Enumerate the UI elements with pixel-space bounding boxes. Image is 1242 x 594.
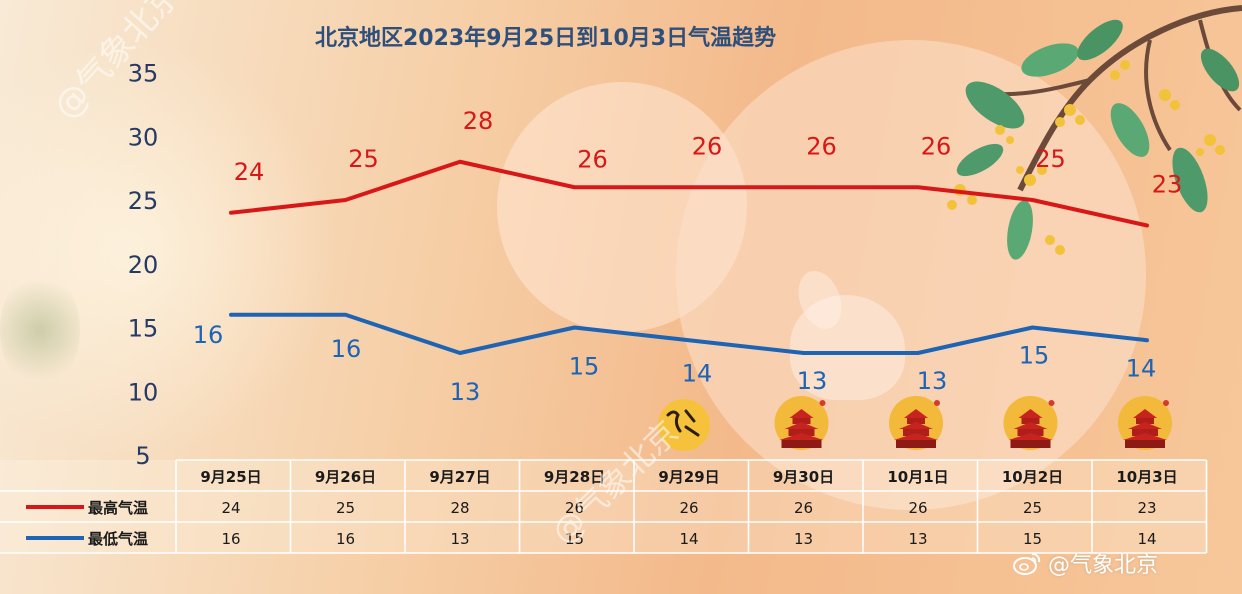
- table-cell-value: 25: [1023, 499, 1042, 517]
- y-tick-label: 5: [135, 442, 150, 470]
- y-tick-label: 15: [128, 315, 159, 343]
- table-header-date: 10月1日: [887, 468, 948, 486]
- high-temperature-label: 25: [348, 145, 379, 173]
- y-tick-label: 20: [128, 251, 159, 279]
- table-header-date: 10月3日: [1116, 468, 1177, 486]
- legend-label: 最高气温: [88, 499, 148, 517]
- table-cell-value: 13: [908, 530, 927, 548]
- moon-dot-icon: [1049, 400, 1055, 406]
- temple-base-icon: [782, 440, 822, 448]
- day-icons: [658, 396, 1172, 451]
- legend-label: 最低气温: [88, 530, 148, 548]
- table-header-date: 9月25日: [200, 468, 261, 486]
- table-cell-value: 16: [336, 530, 355, 548]
- low-temperature-label: 13: [450, 378, 481, 406]
- moon-dot-icon: [820, 400, 826, 406]
- high-temperature-label: 28: [463, 107, 494, 135]
- moon-dot-icon: [1163, 400, 1169, 406]
- table-cell-value: 28: [450, 499, 469, 517]
- moon-dot-icon: [934, 400, 940, 406]
- chart-title: 北京地区2023年9月25日到10月3日气温趋势: [315, 20, 935, 52]
- table-cell-value: 25: [336, 499, 355, 517]
- table-cell-value: 26: [794, 499, 813, 517]
- table-cell-value: 16: [221, 530, 240, 548]
- table-cell-value: 14: [1137, 530, 1156, 548]
- low-temperature-label: 14: [682, 359, 713, 387]
- table-cell-value: 24: [221, 499, 240, 517]
- high-temperature-label: 26: [921, 132, 952, 160]
- low-temperature-label: 14: [1126, 354, 1157, 382]
- table-cell-value: 13: [450, 530, 469, 548]
- low-temperature-label: 13: [917, 367, 948, 395]
- low-temperature-label: 13: [797, 367, 828, 395]
- table-cell-value: 23: [1137, 499, 1156, 517]
- high-temperature-label: 26: [692, 132, 723, 160]
- weibo-account-tag: @气象北京: [1012, 548, 1158, 578]
- temple-base-icon: [896, 440, 936, 448]
- y-tick-label: 30: [128, 123, 159, 151]
- table-header-date: 9月30日: [773, 468, 834, 486]
- table-header-date: 9月27日: [429, 468, 490, 486]
- low-temperature-label: 16: [193, 321, 224, 349]
- table-header-date: 10月2日: [1002, 468, 1063, 486]
- table-cell-value: 13: [794, 530, 813, 548]
- high-temperature-label: 23: [1152, 171, 1183, 199]
- table-header-date: 9月29日: [658, 468, 719, 486]
- temple-base-icon: [1125, 440, 1165, 448]
- series-lines: [231, 162, 1147, 353]
- low-temperature-label: 15: [569, 353, 600, 381]
- high-temperature-label: 26: [577, 145, 608, 173]
- low-temperature-label: 16: [331, 335, 362, 363]
- table-cell-value: 15: [1023, 530, 1042, 548]
- high-temperature-label: 26: [806, 132, 837, 160]
- weibo-icon: [1012, 550, 1042, 576]
- table-header-date: 9月26日: [315, 468, 376, 486]
- y-tick-label: 10: [128, 378, 159, 406]
- low-temperature-label: 15: [1019, 342, 1050, 370]
- data-labels: 24 25 28 26 26 26 26 25 23 16 16 13 15 14 13 13 15 14: [193, 107, 1183, 406]
- table-cell-value: 26: [679, 499, 698, 517]
- table-cell-value: 14: [679, 530, 698, 548]
- weibo-account-label: @气象北京: [1048, 547, 1158, 579]
- temple-base-icon: [1011, 440, 1051, 448]
- low-temperature-line: [231, 315, 1147, 353]
- y-axis-ticks: 5 10 15 20 25 30 35: [128, 60, 159, 471]
- high-temperature-label: 25: [1035, 145, 1066, 173]
- y-tick-label: 25: [128, 187, 159, 215]
- high-temperature-label: 24: [234, 158, 265, 186]
- table-cell-value: 26: [908, 499, 927, 517]
